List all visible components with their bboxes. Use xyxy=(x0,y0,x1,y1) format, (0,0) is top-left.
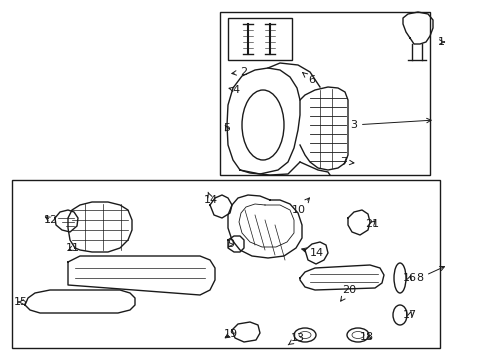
Text: 18: 18 xyxy=(359,332,373,342)
Text: 7: 7 xyxy=(339,157,353,167)
Text: 20: 20 xyxy=(340,285,355,301)
Text: 3: 3 xyxy=(349,118,430,130)
Text: 12: 12 xyxy=(44,215,58,225)
Text: 5: 5 xyxy=(223,123,229,133)
Text: 10: 10 xyxy=(291,198,309,215)
Bar xyxy=(220,12,429,175)
Text: 11: 11 xyxy=(66,243,80,253)
Text: 1: 1 xyxy=(437,37,444,47)
Text: 6: 6 xyxy=(302,73,314,85)
Text: 15: 15 xyxy=(14,297,28,307)
Text: 14: 14 xyxy=(301,248,324,258)
Text: 14: 14 xyxy=(203,192,218,205)
Bar xyxy=(227,18,291,60)
Text: 16: 16 xyxy=(402,273,416,283)
Bar xyxy=(12,180,439,348)
Text: 8: 8 xyxy=(415,266,444,283)
Text: 17: 17 xyxy=(402,310,416,320)
Text: 2: 2 xyxy=(231,67,246,77)
Text: 13: 13 xyxy=(287,333,305,345)
Text: 4: 4 xyxy=(228,85,240,95)
Text: 19: 19 xyxy=(224,329,238,339)
Text: 9: 9 xyxy=(226,239,234,249)
Text: 21: 21 xyxy=(364,219,378,229)
